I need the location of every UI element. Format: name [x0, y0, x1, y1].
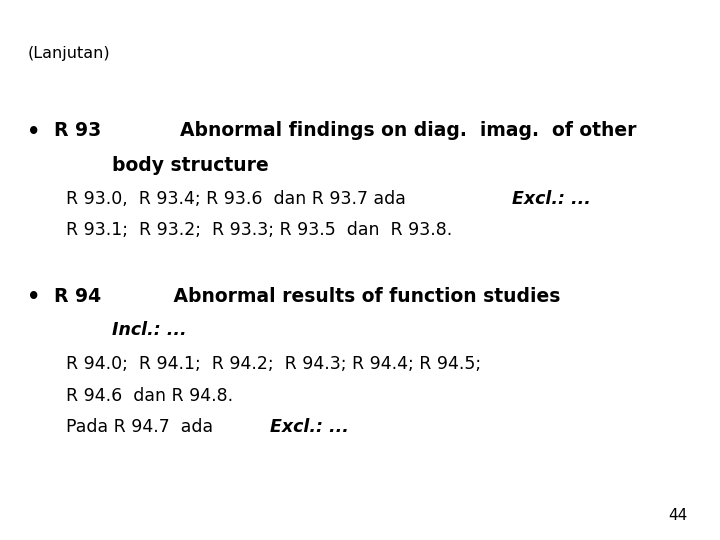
Text: R 93.0,  R 93.4; R 93.6  dan R 93.7 ada: R 93.0, R 93.4; R 93.6 dan R 93.7 ada [66, 190, 412, 208]
Text: •: • [27, 122, 41, 141]
Text: Excl.: ...: Excl.: ... [270, 418, 349, 436]
Text: R 94.0;  R 94.1;  R 94.2;  R 94.3; R 94.4; R 94.5;: R 94.0; R 94.1; R 94.2; R 94.3; R 94.4; … [66, 355, 482, 373]
Text: body structure: body structure [112, 156, 269, 174]
Text: R 94: R 94 [54, 287, 101, 306]
Text: (Lanjutan): (Lanjutan) [27, 46, 110, 61]
Text: Incl.: ...: Incl.: ... [112, 321, 186, 339]
Text: Pada R 94.7  ada: Pada R 94.7 ada [66, 418, 225, 436]
Text: R 93: R 93 [54, 122, 102, 140]
Text: Abnormal findings on diag.  imag.  of other: Abnormal findings on diag. imag. of othe… [115, 122, 636, 140]
Text: Excl.: ...: Excl.: ... [512, 190, 591, 208]
Text: R 94.6  dan R 94.8.: R 94.6 dan R 94.8. [66, 387, 233, 404]
Text: Abnormal results of function studies: Abnormal results of function studies [114, 287, 560, 306]
Text: R 93.1;  R 93.2;  R 93.3; R 93.5  dan  R 93.8.: R 93.1; R 93.2; R 93.3; R 93.5 dan R 93.… [66, 221, 452, 239]
Text: •: • [27, 287, 41, 307]
Text: 44: 44 [668, 508, 688, 523]
